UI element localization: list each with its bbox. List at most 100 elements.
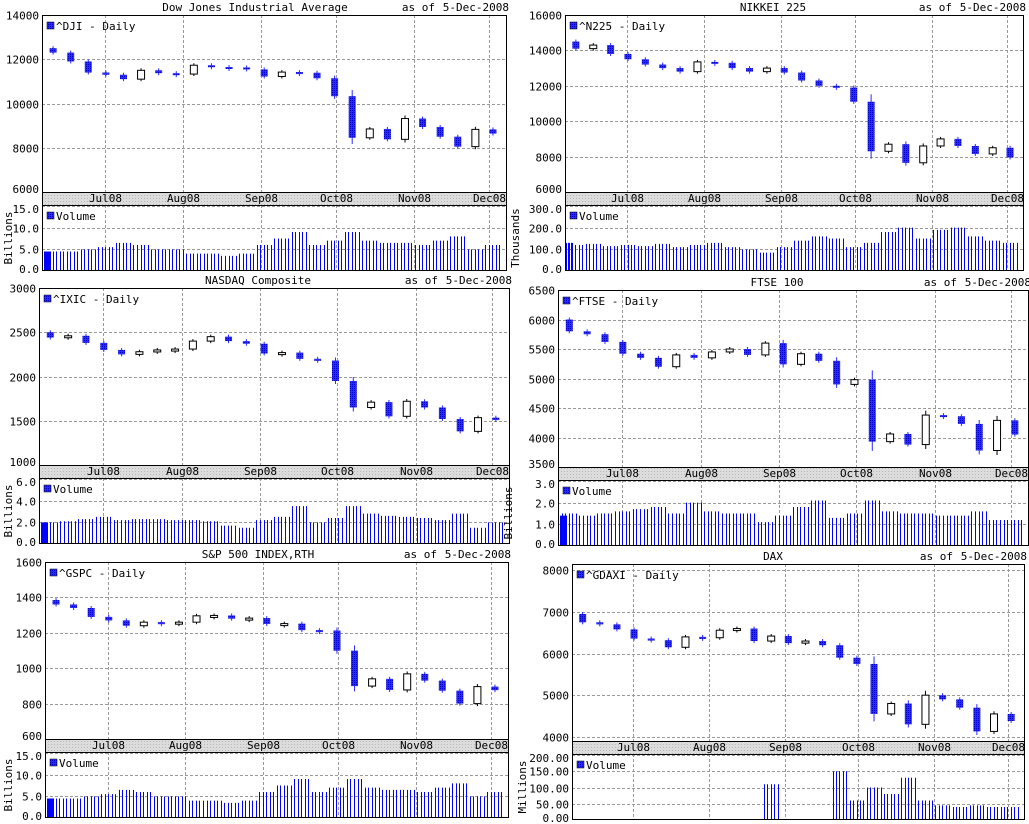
volume-tick-label: 0.0 — [16, 536, 36, 549]
y-tick-label: 4000 — [529, 433, 556, 446]
x-tick-label: Sep08 — [765, 192, 798, 205]
y-tick-label: 6000 — [536, 183, 563, 196]
x-tick-label: Nov08 — [918, 741, 951, 754]
price-plot-area — [565, 15, 1024, 192]
x-tick-label: Dec08 — [473, 192, 506, 205]
candle-down — [314, 358, 322, 361]
candle-down — [619, 341, 627, 354]
volume-tick-label: 10.0 — [16, 770, 43, 783]
candle-down — [315, 630, 323, 633]
x-tick-label: Nov08 — [400, 465, 433, 478]
chart-panel-3: FTSE 100 as of 5-Dec-2008 Jul08 Aug08 Sep08 Oc… — [502, 276, 1029, 551]
candle-up — [403, 673, 412, 691]
x-tick-label: Aug08 — [685, 467, 718, 480]
candle-up — [884, 143, 893, 152]
y-tick-label: 10000 — [529, 116, 562, 129]
candle-down — [1011, 420, 1019, 435]
candle-down — [975, 423, 983, 451]
y-tick-label: 6000 — [529, 315, 556, 328]
x-tick-label: Oct08 — [322, 739, 355, 752]
candle-down — [833, 360, 841, 385]
volume-tick-label: 3.0 — [535, 478, 555, 491]
x-tick-label: Sep08 — [247, 739, 280, 752]
x-tick-label: Aug08 — [169, 739, 202, 752]
x-tick-label: Aug08 — [167, 192, 200, 205]
candle-down — [119, 74, 127, 80]
candle-down — [383, 128, 391, 140]
y-tick-label: 4500 — [529, 403, 556, 416]
chart-panel-2: NASDAQ Composite as of 5-Dec-2008 Jul08 Aug0… — [2, 274, 512, 549]
candle-down — [870, 663, 878, 714]
candle-down — [954, 138, 962, 146]
candle-down — [225, 66, 233, 69]
candle-down — [492, 417, 500, 420]
candle-up — [801, 640, 810, 644]
x-tick-label: Sep08 — [763, 467, 796, 480]
candle-down — [798, 72, 806, 81]
candle-up — [137, 69, 146, 80]
candle-down — [819, 641, 827, 646]
y-tick-label: 1200 — [16, 628, 43, 641]
y-tick-label: 8000 — [543, 565, 570, 578]
x-tick-label: Dec08 — [992, 741, 1025, 754]
volume-tick-label: 2.0 — [16, 517, 36, 530]
volume-tick-label: 100.00 — [529, 783, 569, 796]
y-tick-label: 600 — [22, 730, 42, 743]
candle-up — [400, 118, 409, 140]
candle-up — [988, 147, 997, 155]
candle-down — [228, 615, 236, 619]
candle-down — [172, 73, 180, 76]
volume-tick-label: 5.0 — [22, 791, 42, 804]
x-tick-label: Dec08 — [476, 465, 509, 478]
x-tick-label: Sep08 — [769, 741, 802, 754]
date-axis-band — [572, 741, 1025, 754]
volume-tick-label: 0.0 — [19, 263, 39, 276]
price-plot-area — [572, 564, 1025, 741]
y-tick-label: 14000 — [6, 10, 39, 23]
as-of-label: as of — [919, 1, 952, 14]
candle-down — [904, 433, 912, 445]
y-tick-label: 2500 — [10, 327, 37, 340]
candle-down — [102, 72, 110, 75]
candle-down — [699, 636, 707, 639]
candle-up — [693, 61, 702, 73]
y-tick-label: 8000 — [536, 152, 563, 165]
price-legend: ^FTSE - Daily — [572, 295, 658, 308]
candle-down — [386, 678, 394, 690]
legend-swatch — [569, 211, 578, 220]
x-tick-label: Dec08 — [991, 192, 1024, 205]
x-tick-label: Oct08 — [842, 741, 875, 754]
y-tick-label: 12000 — [6, 54, 39, 67]
y-tick-label: 5000 — [529, 374, 556, 387]
candle-up — [681, 636, 690, 648]
x-tick-label: Jul08 — [87, 465, 120, 478]
candle-down — [419, 118, 427, 127]
volume-tick-label: 1.0 — [535, 519, 555, 532]
candle-down — [711, 61, 719, 64]
x-tick-label: Oct08 — [839, 192, 872, 205]
volume-tick-label: 6.0 — [16, 476, 36, 489]
candle-down — [746, 68, 754, 72]
candle-down — [904, 703, 912, 725]
volume-tick-label: 100.0 — [529, 244, 562, 257]
candle-up — [732, 628, 741, 632]
x-tick-label: Dec08 — [475, 739, 508, 752]
y-tick-label: 16000 — [529, 10, 562, 23]
candle-down — [349, 380, 357, 408]
candle-down — [438, 680, 446, 691]
y-tick-label: 5500 — [529, 344, 556, 357]
legend-swatch — [46, 21, 55, 30]
date-axis-band — [45, 739, 509, 752]
x-tick-label: Jul08 — [617, 741, 650, 754]
candle-down — [728, 62, 736, 69]
candle-down — [647, 638, 655, 641]
y-tick-label: 5000 — [543, 690, 570, 703]
x-tick-label: Oct08 — [840, 467, 873, 480]
candle-up — [672, 354, 681, 368]
volume-plot-border — [565, 205, 1024, 271]
volume-tick-label: 150.00 — [529, 766, 569, 779]
legend-swatch — [576, 760, 585, 769]
candle-down — [832, 85, 840, 88]
candle-down — [613, 624, 621, 630]
volume-tick-label: 15.0 — [13, 203, 40, 216]
